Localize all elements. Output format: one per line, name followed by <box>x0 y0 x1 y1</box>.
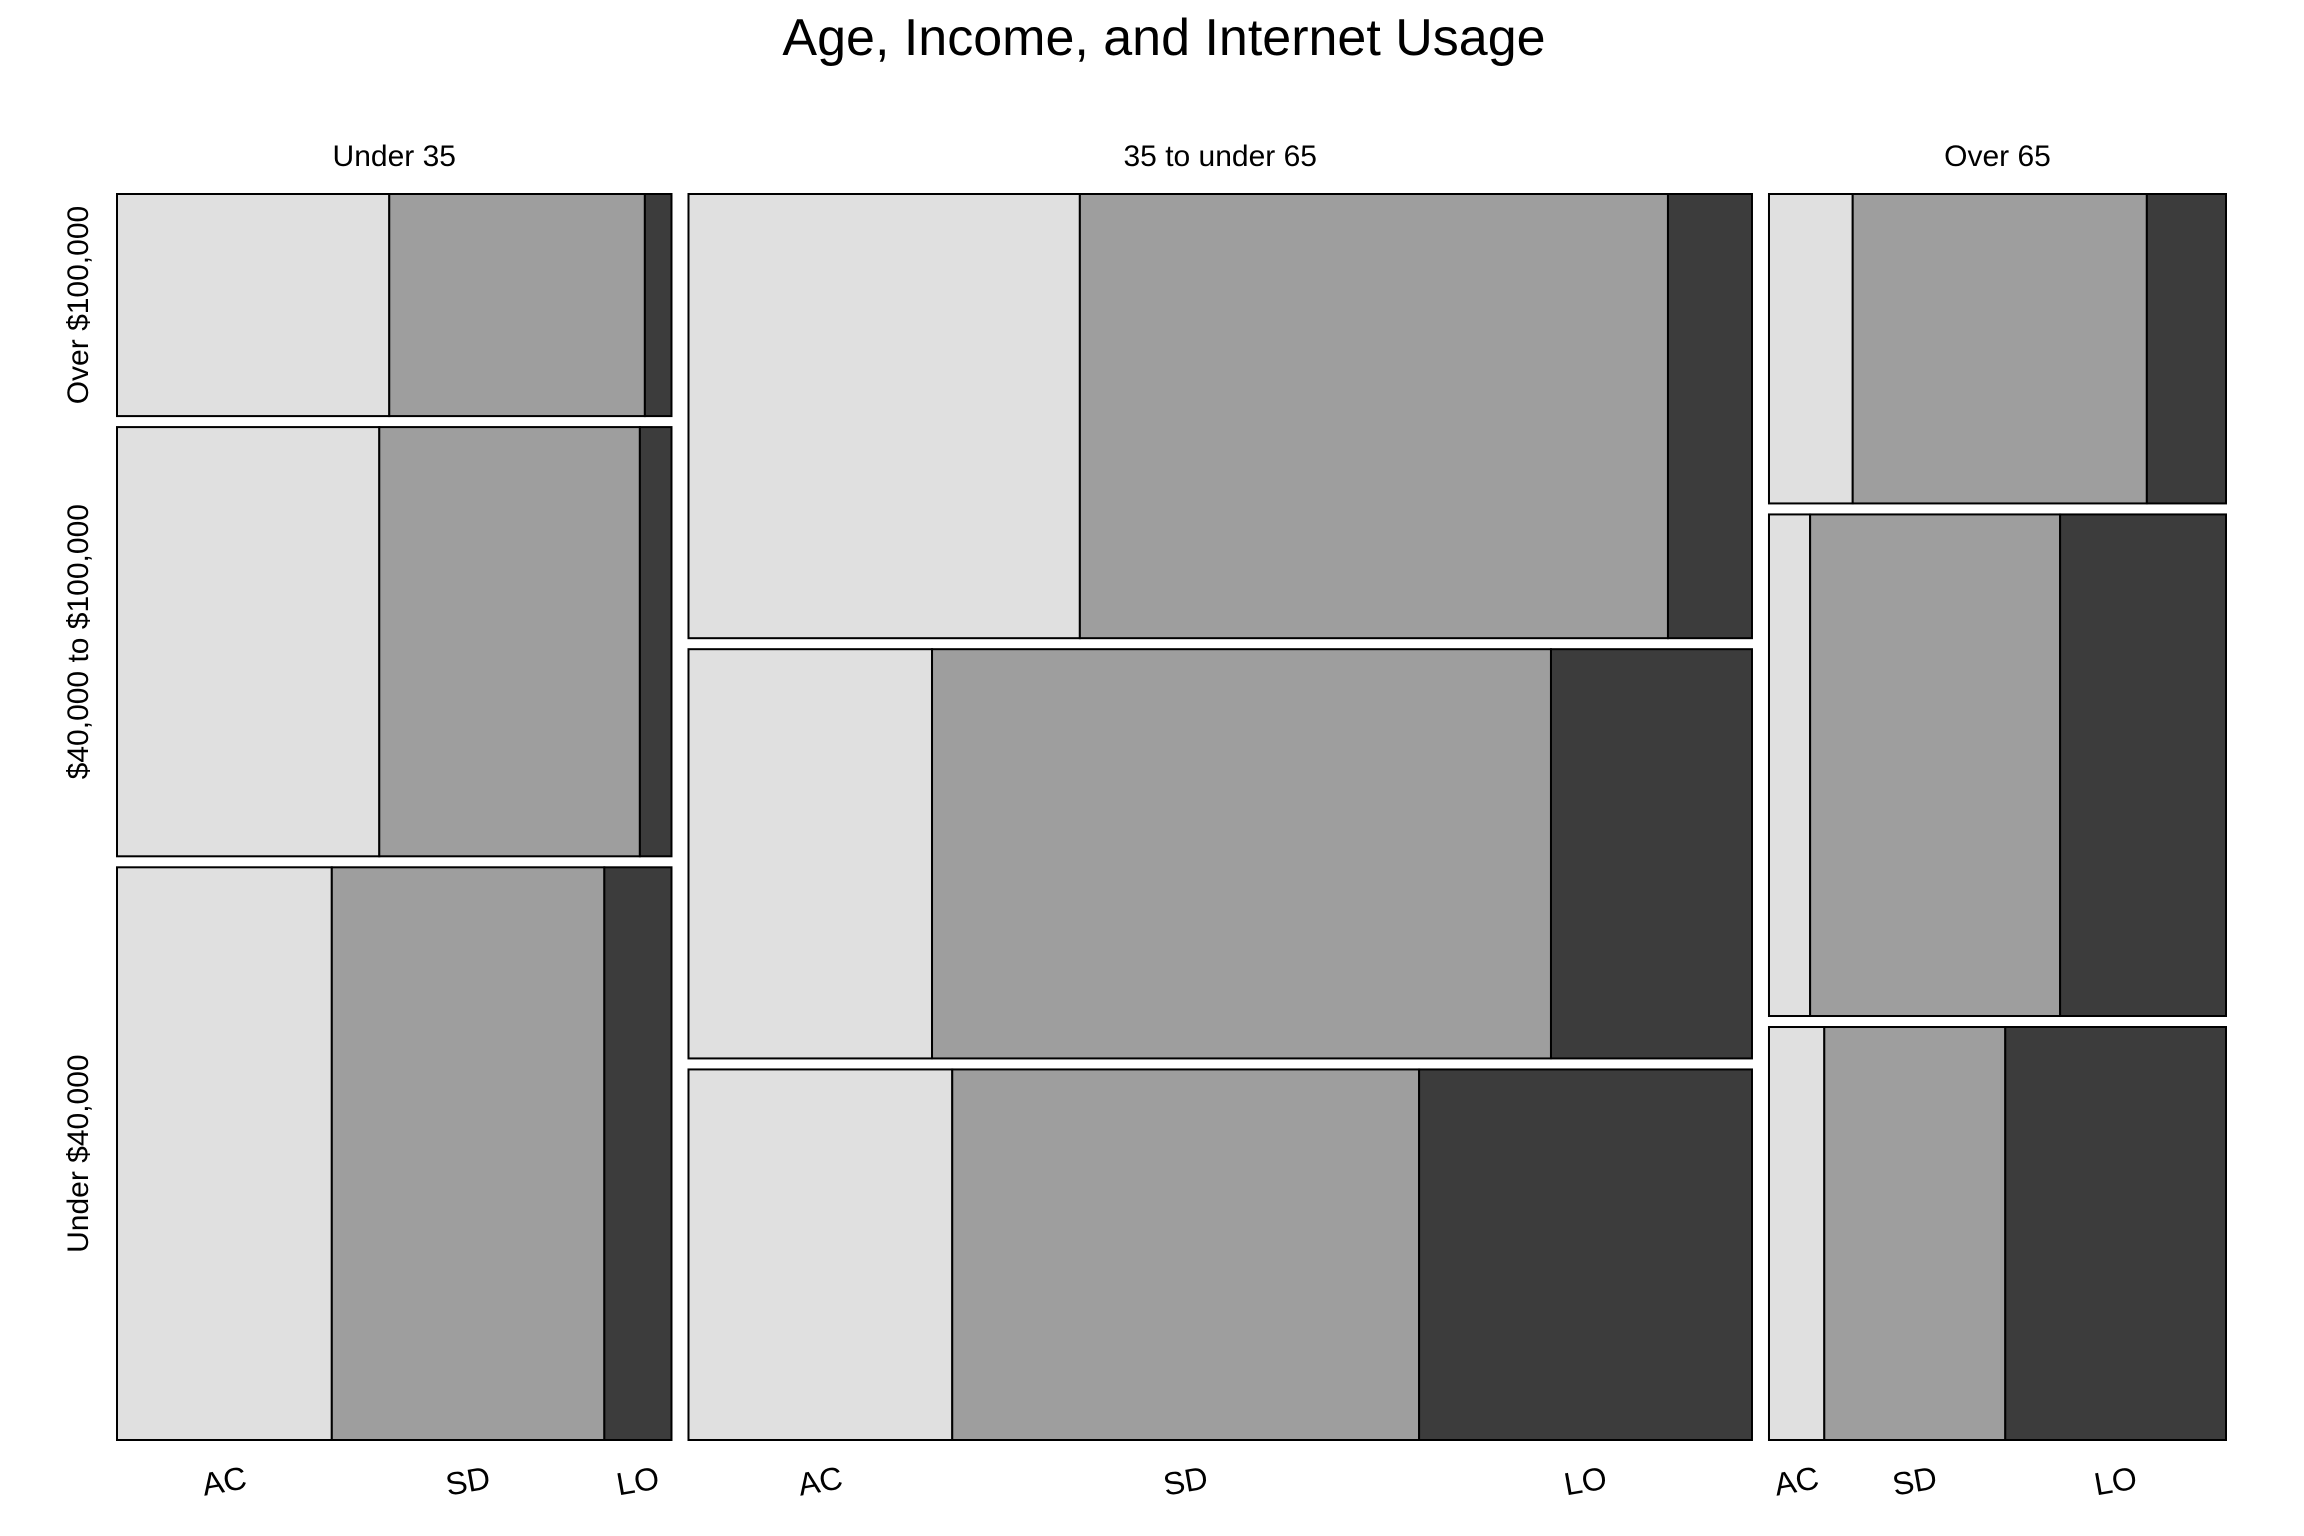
cell-over-65-40-000-to-100-000-lo <box>2059 513 2227 1018</box>
cell-under-35-40-000-to-100-000-lo <box>638 426 673 858</box>
usage-label-over-65-lo: LO <box>2091 1460 2139 1503</box>
usage-label-35-to-under-65-lo: LO <box>1561 1460 1609 1503</box>
cell-over-65-over-100-000-lo <box>2145 193 2228 505</box>
income-label-over-100-000: Over $100,000 <box>62 206 95 404</box>
usage-label-under-35-sd: SD <box>443 1459 493 1502</box>
cell-under-35-under-40-000-ac <box>116 866 333 1441</box>
cell-under-35-40-000-to-100-000-ac <box>116 426 381 858</box>
cell-over-65-over-100-000-ac <box>1767 193 1854 505</box>
cell-35-to-under-65-under-40-000-lo <box>1418 1068 1753 1441</box>
cell-35-to-under-65-40-000-to-100-000-sd <box>931 648 1552 1060</box>
cell-over-65-over-100-000-sd <box>1851 193 2148 505</box>
cell-over-65-40-000-to-100-000-sd <box>1809 513 2062 1018</box>
cell-35-to-under-65-over-100-000-sd <box>1078 193 1669 640</box>
cell-over-65-under-40-000-sd <box>1823 1026 2007 1441</box>
usage-label-35-to-under-65-sd: SD <box>1160 1459 1210 1502</box>
cell-under-35-under-40-000-sd <box>330 866 606 1441</box>
mosaic-cells <box>116 193 2228 1441</box>
mosaic-labels: Under 35 Over $100,000 $40,000 to $100,000… <box>62 140 2140 1503</box>
age-label-35-to-under-65: 35 to under 65 <box>1123 140 1317 173</box>
cell-35-to-under-65-over-100-000-ac <box>687 193 1081 640</box>
cell-35-to-under-65-40-000-to-100-000-ac <box>687 648 934 1060</box>
cell-35-to-under-65-40-000-to-100-000-lo <box>1549 648 1753 1060</box>
cell-over-65-under-40-000-ac <box>1767 1026 1826 1441</box>
age-label-over-65: Over 65 <box>1944 140 2051 173</box>
cell-35-to-under-65-under-40-000-sd <box>951 1068 1421 1441</box>
cell-over-65-under-40-000-lo <box>2004 1026 2227 1441</box>
cell-under-35-40-000-to-100-000-sd <box>378 426 641 858</box>
usage-label-over-65-sd: SD <box>1890 1459 1940 1502</box>
chart-title: Age, Income, and Internet Usage <box>782 9 1545 67</box>
age-label-under-35: Under 35 <box>333 140 456 173</box>
usage-label-under-35-lo: LO <box>614 1460 662 1503</box>
cell-under-35-over-100-000-lo <box>643 193 673 418</box>
income-label-40-000-to-100-000: $40,000 to $100,000 <box>62 504 95 779</box>
usage-label-under-35-ac: AC <box>199 1459 249 1502</box>
usage-label-over-65-ac: AC <box>1771 1459 1821 1502</box>
cell-under-35-over-100-000-sd <box>388 193 646 418</box>
income-label-under-40-000: Under $40,000 <box>62 1054 95 1253</box>
cell-under-35-under-40-000-lo <box>603 866 673 1441</box>
cell-35-to-under-65-over-100-000-lo <box>1666 193 1753 640</box>
cell-35-to-under-65-under-40-000-ac <box>687 1068 954 1441</box>
usage-label-35-to-under-65-ac: AC <box>795 1459 845 1502</box>
cell-under-35-over-100-000-ac <box>116 193 391 418</box>
cell-over-65-40-000-to-100-000-ac <box>1767 513 1812 1018</box>
